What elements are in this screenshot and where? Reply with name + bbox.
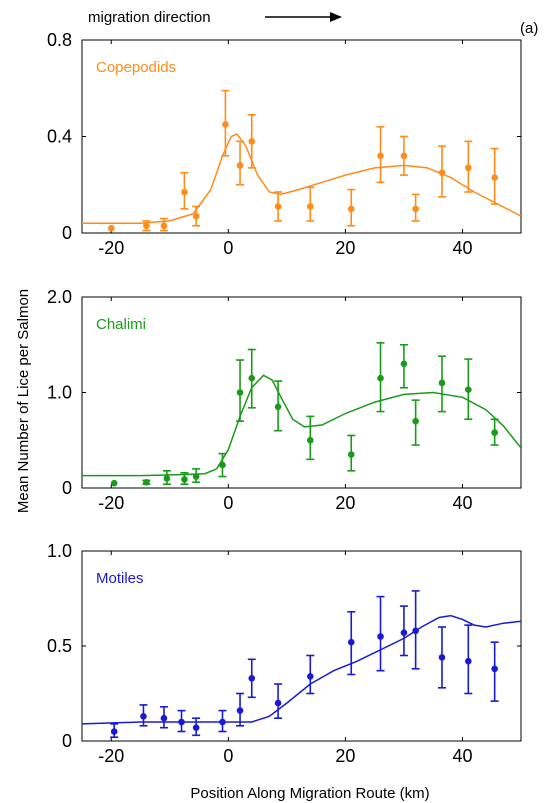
series-label: Chalimi <box>96 316 146 333</box>
x-tick-label: 40 <box>452 746 472 766</box>
data-point <box>110 728 118 735</box>
data-point <box>491 665 498 673</box>
data-point <box>377 152 384 160</box>
series-label: Copepodids <box>96 59 176 76</box>
data-point <box>306 436 314 444</box>
data-point <box>377 633 384 640</box>
chalimi-panel: -20 0 20 40 0 1.0 2.0 Chalimi <box>47 287 522 513</box>
fit-curve <box>82 374 521 477</box>
data-point <box>412 205 419 213</box>
fit-curve <box>82 614 521 725</box>
data-point <box>306 203 314 210</box>
panel-tag: (a) <box>520 20 538 37</box>
data-point <box>181 476 188 483</box>
data-point <box>160 222 168 230</box>
data-point <box>400 360 408 368</box>
motiles-panel: -20 0 20 40 0 0.5 1.0 Motiles <box>47 541 522 766</box>
y-tick-label: 0 <box>62 731 72 751</box>
migration-direction-note: migration direction <box>88 9 211 26</box>
data-point <box>347 205 355 213</box>
data-point <box>143 478 150 486</box>
data-point <box>491 429 498 436</box>
data-point <box>192 724 200 731</box>
data-point <box>438 654 446 661</box>
data-point <box>192 473 200 480</box>
data-point <box>465 657 472 665</box>
data-point <box>274 403 282 411</box>
x-tick-label: 20 <box>335 493 355 513</box>
y-tick-label: 0 <box>62 478 72 498</box>
x-tick-label: -20 <box>98 238 124 258</box>
data-point <box>400 152 408 160</box>
y-tick-label: 2.0 <box>47 287 72 307</box>
copepodids-panel: -20 0 20 40 0 0.4 0.8 Copepodids <box>47 30 522 258</box>
data-point <box>219 461 226 469</box>
data-point <box>107 224 115 232</box>
data-point <box>178 718 185 726</box>
data-point <box>274 699 282 707</box>
data-point <box>248 374 256 382</box>
migration-arrow-icon <box>265 12 342 22</box>
x-tick-label: 40 <box>452 238 472 258</box>
data-point <box>412 417 419 425</box>
data-point <box>236 707 244 714</box>
data-point <box>181 188 188 196</box>
data-point <box>110 479 118 487</box>
plot-frame <box>81 550 522 742</box>
data-point <box>491 174 498 181</box>
x-tick-label: 0 <box>223 493 233 513</box>
x-tick-label: 20 <box>335 238 355 258</box>
data-point <box>140 713 147 720</box>
plot-frame <box>81 39 522 234</box>
series-label: Motiles <box>96 570 144 587</box>
x-tick-label: 0 <box>223 746 233 766</box>
y-axis-label: Mean Number of Lice per Salmon <box>15 289 32 513</box>
y-tick-label: 0.5 <box>47 636 72 656</box>
data-point <box>222 121 229 128</box>
data-point <box>248 675 256 682</box>
data-point <box>347 451 355 458</box>
x-tick-label: -20 <box>98 746 124 766</box>
data-point <box>274 203 282 210</box>
plot-frame <box>81 296 522 489</box>
y-tick-label: 1.0 <box>47 541 72 561</box>
x-tick-label: 40 <box>452 493 472 513</box>
data-point <box>143 222 150 230</box>
data-point <box>160 714 168 722</box>
data-point <box>465 386 472 393</box>
data-point <box>163 475 171 482</box>
y-tick-label: 0.8 <box>47 30 72 50</box>
data-point <box>248 138 256 145</box>
data-point <box>236 389 244 396</box>
y-tick-label: 0 <box>62 223 72 243</box>
data-point <box>192 212 200 220</box>
x-tick-label: 20 <box>335 746 355 766</box>
x-axis-label: Position Along Migration Route (km) <box>190 785 429 802</box>
y-tick-label: 1.0 <box>47 383 72 403</box>
x-tick-label: -20 <box>98 493 124 513</box>
y-tick-label: 0.4 <box>47 127 72 147</box>
data-point <box>438 379 446 387</box>
data-point <box>465 164 472 172</box>
data-point <box>219 718 226 726</box>
data-point <box>412 627 419 635</box>
data-point <box>400 629 408 636</box>
data-point <box>306 673 314 680</box>
data-point <box>438 169 446 176</box>
data-point <box>377 374 384 382</box>
data-point <box>347 638 355 646</box>
x-tick-label: 0 <box>223 238 233 258</box>
data-point <box>236 162 244 169</box>
